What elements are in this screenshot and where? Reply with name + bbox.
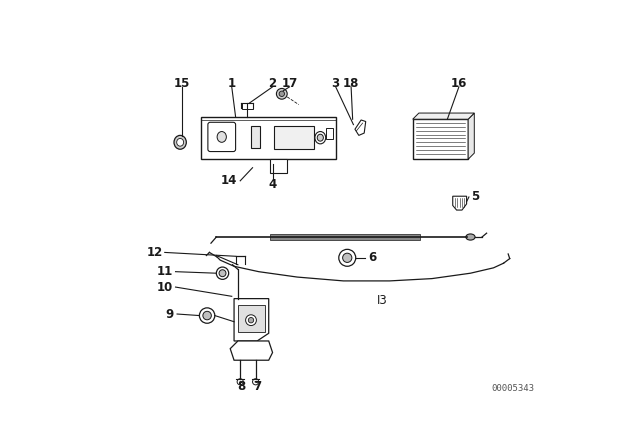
Ellipse shape bbox=[253, 379, 259, 385]
Polygon shape bbox=[413, 113, 474, 119]
Bar bbox=[251, 126, 260, 148]
Polygon shape bbox=[234, 299, 269, 341]
Ellipse shape bbox=[200, 308, 215, 323]
Text: 5: 5 bbox=[471, 190, 479, 203]
Text: 3: 3 bbox=[332, 77, 340, 90]
Ellipse shape bbox=[174, 135, 186, 149]
Bar bbox=[270, 159, 287, 173]
Text: 12: 12 bbox=[146, 246, 163, 259]
Bar bbox=[201, 117, 336, 159]
Ellipse shape bbox=[339, 250, 356, 266]
Bar bbox=[242, 103, 253, 109]
Text: 18: 18 bbox=[343, 77, 359, 90]
Bar bbox=[326, 129, 333, 139]
Ellipse shape bbox=[217, 132, 227, 142]
Ellipse shape bbox=[276, 88, 287, 99]
Text: 14: 14 bbox=[221, 174, 237, 187]
Text: 11: 11 bbox=[156, 265, 172, 278]
Ellipse shape bbox=[466, 234, 475, 240]
Bar bbox=[270, 234, 420, 240]
Polygon shape bbox=[230, 341, 273, 360]
Ellipse shape bbox=[279, 91, 285, 96]
Text: 6: 6 bbox=[368, 251, 376, 264]
Ellipse shape bbox=[248, 318, 253, 323]
Polygon shape bbox=[452, 196, 467, 210]
Ellipse shape bbox=[177, 138, 184, 146]
Polygon shape bbox=[355, 120, 365, 135]
Ellipse shape bbox=[317, 134, 323, 141]
Ellipse shape bbox=[203, 311, 211, 320]
Ellipse shape bbox=[342, 253, 352, 263]
Text: 17: 17 bbox=[282, 77, 298, 90]
Text: 9: 9 bbox=[166, 307, 174, 320]
Bar bbox=[274, 126, 314, 149]
FancyBboxPatch shape bbox=[208, 122, 236, 151]
Text: 15: 15 bbox=[173, 77, 190, 90]
Ellipse shape bbox=[219, 270, 226, 277]
Text: 10: 10 bbox=[156, 280, 172, 293]
Text: 1: 1 bbox=[228, 77, 236, 90]
Ellipse shape bbox=[237, 379, 243, 385]
Text: 2: 2 bbox=[269, 77, 276, 90]
Polygon shape bbox=[468, 113, 474, 159]
Ellipse shape bbox=[315, 132, 326, 144]
Ellipse shape bbox=[216, 267, 228, 280]
Bar bbox=[413, 119, 468, 159]
Text: I3: I3 bbox=[376, 293, 387, 307]
Text: 8: 8 bbox=[237, 380, 246, 393]
Text: 16: 16 bbox=[451, 77, 467, 90]
Ellipse shape bbox=[246, 315, 257, 326]
Text: 4: 4 bbox=[268, 178, 276, 191]
Bar bbox=[238, 305, 265, 332]
Text: 7: 7 bbox=[253, 380, 261, 393]
Text: 00005343: 00005343 bbox=[492, 384, 534, 393]
